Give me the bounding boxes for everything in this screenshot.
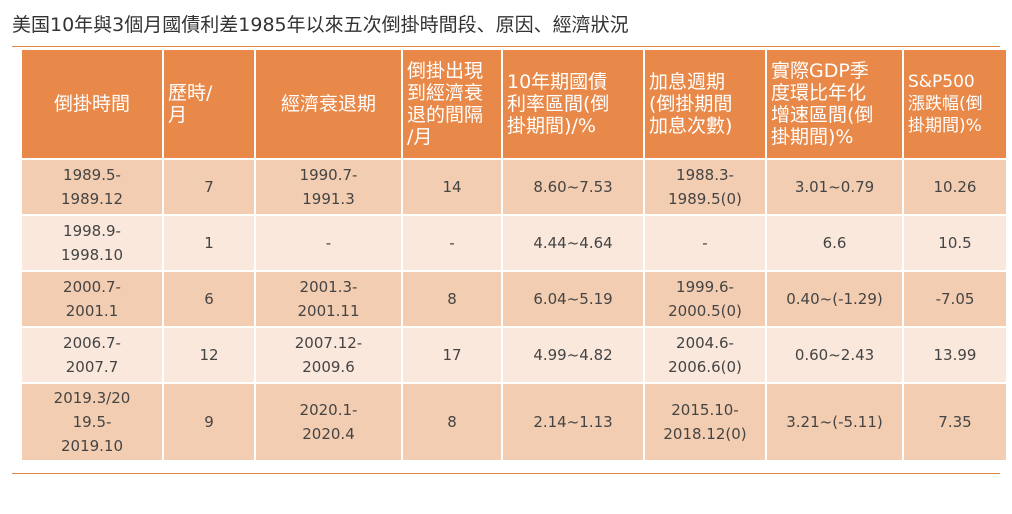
header-row: 倒掛時間 歷時/ 月 經濟衰退期 倒掛出現 到經濟衰 退的間隔 /月 10年期國… bbox=[22, 50, 1006, 158]
cell-interval: - bbox=[403, 216, 501, 270]
cell-sp500: 7.35 bbox=[904, 384, 1006, 460]
header-rate-hike-cycle: 加息週期 (倒掛期間 加息次數) bbox=[645, 50, 765, 158]
cell-recession-period: 2020.1- 2020.4 bbox=[256, 384, 401, 460]
cell-gdp-growth: 3.01~0.79 bbox=[767, 160, 902, 214]
cell-sp500: 13.99 bbox=[904, 328, 1006, 382]
cell-10y-rate: 2.14~1.13 bbox=[503, 384, 643, 460]
cell-hike-cycle: - bbox=[645, 216, 765, 270]
cell-10y-rate: 6.04~5.19 bbox=[503, 272, 643, 326]
cell-interval: 8 bbox=[403, 384, 501, 460]
cell-inversion-period: 2019.3/20 19.5- 2019.10 bbox=[22, 384, 162, 460]
cell-inversion-period: 2000.7- 2001.1 bbox=[22, 272, 162, 326]
table-row: 2019.3/20 19.5- 2019.10 9 2020.1- 2020.4… bbox=[22, 384, 1006, 460]
cell-interval: 17 bbox=[403, 328, 501, 382]
cell-interval: 14 bbox=[403, 160, 501, 214]
cell-duration: 1 bbox=[164, 216, 254, 270]
cell-inversion-period: 1989.5- 1989.12 bbox=[22, 160, 162, 214]
header-gdp-growth-range: 實際GDP季 度環比年化 增速區間(倒 掛期間)% bbox=[767, 50, 902, 158]
cell-10y-rate: 8.60~7.53 bbox=[503, 160, 643, 214]
header-inversion-period: 倒掛時間 bbox=[22, 50, 162, 158]
header-10y-rate-range: 10年期國債 利率區間(倒 掛期間)/% bbox=[503, 50, 643, 158]
table-row: 2006.7- 2007.7 12 2007.12- 2009.6 17 4.9… bbox=[22, 328, 1006, 382]
cell-gdp-growth: 0.60~2.43 bbox=[767, 328, 902, 382]
cell-interval: 8 bbox=[403, 272, 501, 326]
cell-inversion-period: 1998.9- 1998.10 bbox=[22, 216, 162, 270]
cell-inversion-period: 2006.7- 2007.7 bbox=[22, 328, 162, 382]
cell-sp500: 10.5 bbox=[904, 216, 1006, 270]
top-rule bbox=[12, 46, 1000, 47]
cell-hike-cycle: 1988.3- 1989.5(0) bbox=[645, 160, 765, 214]
document-title: 美国10年與3個月國債利差1985年以來五次倒掛時間段、原因、經濟狀況 bbox=[12, 14, 629, 36]
bottom-rule bbox=[12, 473, 1000, 474]
cell-sp500: 10.26 bbox=[904, 160, 1006, 214]
cell-sp500: -7.05 bbox=[904, 272, 1006, 326]
cell-gdp-growth: 3.21~(-5.11) bbox=[767, 384, 902, 460]
table-row: 1998.9- 1998.10 1 - - 4.44~4.64 - 6.6 10… bbox=[22, 216, 1006, 270]
table-row: 2000.7- 2001.1 6 2001.3- 2001.11 8 6.04~… bbox=[22, 272, 1006, 326]
cell-recession-period: 2001.3- 2001.11 bbox=[256, 272, 401, 326]
cell-10y-rate: 4.99~4.82 bbox=[503, 328, 643, 382]
table-row: 1989.5- 1989.12 7 1990.7- 1991.3 14 8.60… bbox=[22, 160, 1006, 214]
cell-gdp-growth: 0.40~(-1.29) bbox=[767, 272, 902, 326]
header-sp500-change: S&P500 漲跌幅(倒 掛期間)% bbox=[904, 50, 1006, 158]
cell-hike-cycle: 2015.10- 2018.12(0) bbox=[645, 384, 765, 460]
cell-gdp-growth: 6.6 bbox=[767, 216, 902, 270]
cell-duration: 12 bbox=[164, 328, 254, 382]
header-duration: 歷時/ 月 bbox=[164, 50, 254, 158]
cell-hike-cycle: 1999.6- 2000.5(0) bbox=[645, 272, 765, 326]
cell-recession-period: 2007.12- 2009.6 bbox=[256, 328, 401, 382]
cell-10y-rate: 4.44~4.64 bbox=[503, 216, 643, 270]
header-interval-to-recession: 倒掛出現 到經濟衰 退的間隔 /月 bbox=[403, 50, 501, 158]
cell-recession-period: 1990.7- 1991.3 bbox=[256, 160, 401, 214]
cell-recession-period: - bbox=[256, 216, 401, 270]
cell-duration: 9 bbox=[164, 384, 254, 460]
cell-hike-cycle: 2004.6- 2006.6(0) bbox=[645, 328, 765, 382]
yield-curve-inversion-table: 倒掛時間 歷時/ 月 經濟衰退期 倒掛出現 到經濟衰 退的間隔 /月 10年期國… bbox=[20, 48, 1008, 462]
cell-duration: 7 bbox=[164, 160, 254, 214]
header-recession-period: 經濟衰退期 bbox=[256, 50, 401, 158]
cell-duration: 6 bbox=[164, 272, 254, 326]
